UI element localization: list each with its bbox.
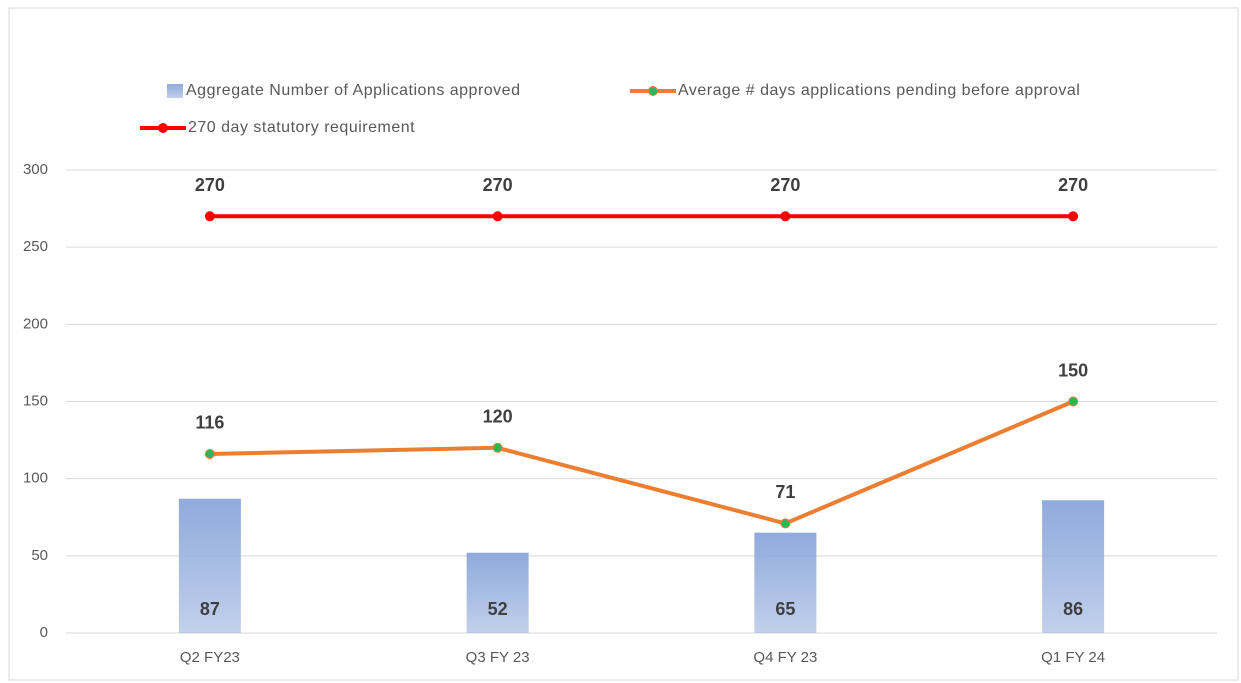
marker [492, 211, 503, 222]
x-tick-label: Q1 FY 24 [1041, 649, 1105, 666]
marker [780, 211, 791, 222]
data-label: 87 [200, 599, 220, 619]
legend-label: Average # days applications pending befo… [678, 82, 1080, 99]
marker [780, 518, 791, 529]
marker [1068, 396, 1079, 407]
x-tick-label: Q2 FY23 [180, 649, 240, 666]
bar [754, 532, 817, 633]
marker [204, 211, 215, 222]
legend-marker [158, 123, 168, 133]
y-tick-label: 50 [31, 547, 48, 564]
legend-label: Aggregate Number of Applications approve… [186, 82, 520, 99]
data-label: 270 [1058, 175, 1088, 195]
x-tick-label: Q4 FY 23 [753, 649, 817, 666]
legend-label: 270 day statutory requirement [188, 119, 415, 136]
legend-swatch [167, 84, 183, 98]
data-label: 150 [1058, 360, 1088, 380]
data-label: 52 [488, 599, 508, 619]
data-label: 116 [195, 413, 224, 433]
data-label: 270 [770, 175, 800, 195]
data-label: 71 [775, 482, 795, 502]
legend-marker [648, 86, 658, 96]
x-tick-label: Q3 FY 23 [466, 649, 530, 666]
y-tick-label: 250 [23, 238, 48, 255]
data-label: 120 [483, 407, 513, 427]
data-label: 65 [775, 599, 795, 619]
data-label: 86 [1063, 599, 1083, 619]
marker [204, 448, 215, 459]
y-tick-label: 0 [40, 624, 48, 641]
line [209, 399, 1074, 526]
bar [178, 498, 241, 633]
bar [1042, 500, 1105, 633]
bar [466, 552, 529, 633]
y-tick-label: 150 [23, 392, 48, 409]
y-tick-label: 100 [23, 470, 48, 487]
data-label: 270 [195, 175, 225, 195]
data-label: 270 [483, 175, 513, 195]
y-tick-label: 200 [23, 315, 48, 332]
y-tick-label: 300 [23, 161, 48, 178]
marker [492, 442, 503, 453]
marker [1068, 211, 1079, 222]
